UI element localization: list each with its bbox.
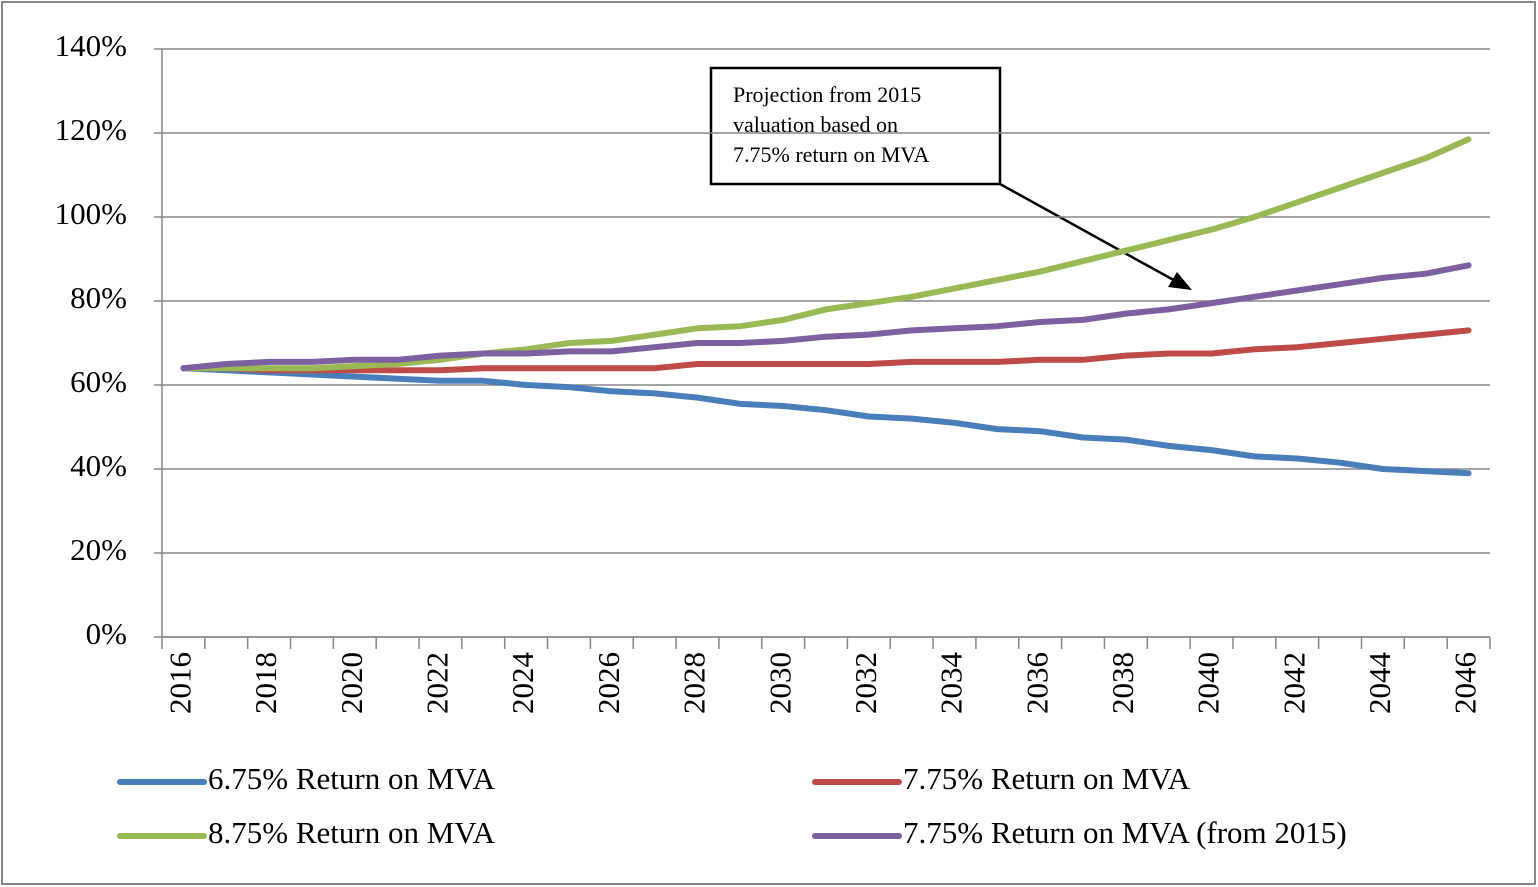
x-tick-label: 2042 xyxy=(1276,652,1311,714)
annotation-arrowhead xyxy=(1168,272,1192,290)
annotation-text: valuation based on xyxy=(733,112,898,137)
x-tick-label: 2030 xyxy=(762,652,797,714)
y-tick-label: 120% xyxy=(55,112,127,147)
x-tick-label: 2020 xyxy=(334,652,369,714)
y-tick-label: 140% xyxy=(55,28,127,63)
annotation-arrow xyxy=(999,182,1189,290)
x-tick-label: 2032 xyxy=(848,652,883,714)
x-tick-label: 2046 xyxy=(1448,652,1483,714)
y-tick-label: 80% xyxy=(70,280,127,315)
x-tick-label: 2016 xyxy=(163,652,198,714)
annotation-text: Projection from 2015 xyxy=(733,82,921,107)
legend-label: 7.75% Return on MVA (from 2015) xyxy=(903,815,1347,850)
x-tick-label: 2036 xyxy=(1019,652,1054,714)
annotation-box xyxy=(709,66,1002,186)
series-line xyxy=(180,262,1472,372)
legend-label: 6.75% Return on MVA xyxy=(208,761,496,796)
x-tick-label: 2044 xyxy=(1362,652,1397,715)
y-tick-label: 100% xyxy=(55,196,127,231)
x-tick-label: 2028 xyxy=(677,652,712,714)
y-tick-label: 40% xyxy=(70,448,127,483)
x-tick-label: 2038 xyxy=(1105,652,1140,714)
x-tick-label: 2018 xyxy=(248,652,283,714)
series-line xyxy=(180,327,1472,374)
x-tick-label: 2024 xyxy=(505,652,540,715)
legend-label: 8.75% Return on MVA xyxy=(208,815,496,850)
annotation-text: 7.75% return on MVA xyxy=(733,142,929,167)
y-tick-label: 0% xyxy=(86,616,127,651)
x-tick-label: 2040 xyxy=(1191,652,1226,714)
series-line xyxy=(180,365,1472,477)
x-tick-label: 2034 xyxy=(934,652,969,715)
y-tick-label: 60% xyxy=(70,364,127,399)
y-tick-label: 20% xyxy=(70,532,127,567)
x-tick-label: 2026 xyxy=(591,652,626,714)
legend-label: 7.75% Return on MVA xyxy=(903,761,1191,796)
x-tick-label: 2022 xyxy=(420,652,455,714)
series-line xyxy=(180,136,1472,372)
